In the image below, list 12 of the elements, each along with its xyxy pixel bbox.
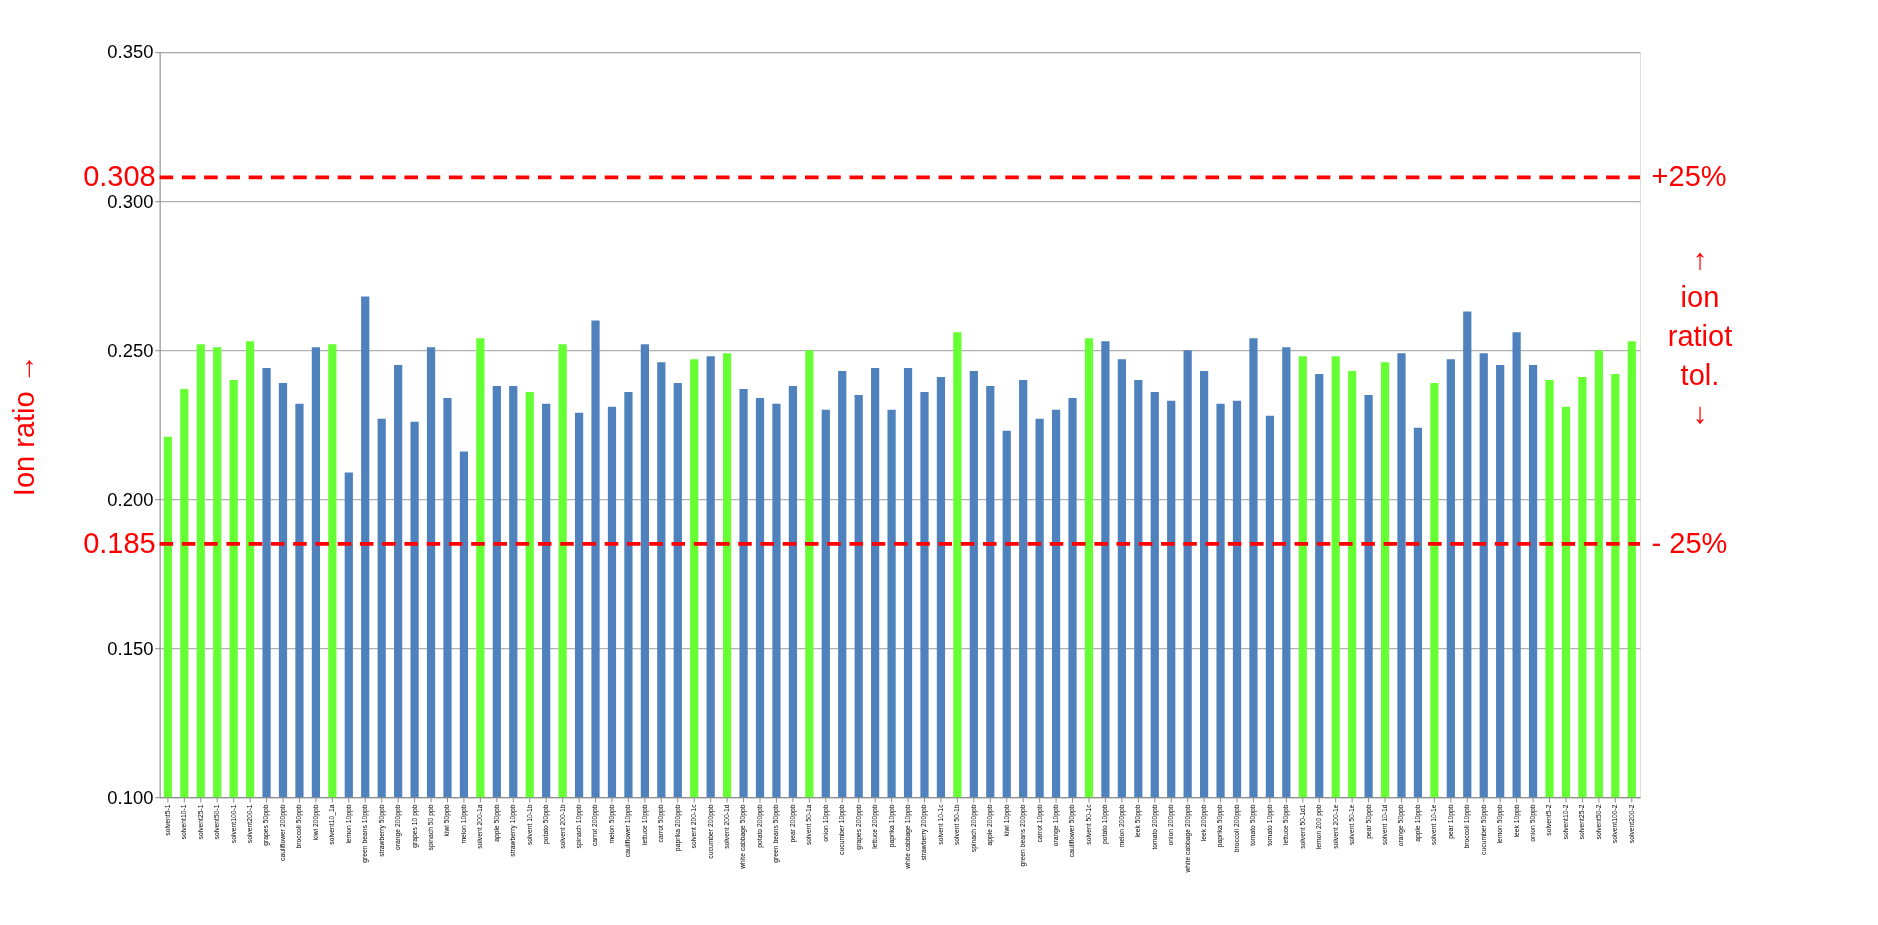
y-tick-label: 0.150	[107, 637, 154, 659]
text: ↑ ion ratiot tol. ↓	[1667, 242, 1733, 430]
y-tick-label: 0.250	[107, 339, 154, 361]
y-axis-title: Ion ratio →	[7, 354, 40, 497]
text: - 25%	[1651, 526, 1728, 559]
y-tick-label: 0.350	[107, 41, 154, 63]
text: +25%	[1651, 160, 1727, 193]
ref-line-label: 0.308	[83, 160, 156, 193]
y-tick-label: 0.300	[107, 190, 154, 212]
y-tick-label: 0.100	[107, 786, 154, 808]
y-tick-label: 0.200	[107, 488, 154, 510]
ref-line-label: 0.185	[83, 526, 156, 559]
